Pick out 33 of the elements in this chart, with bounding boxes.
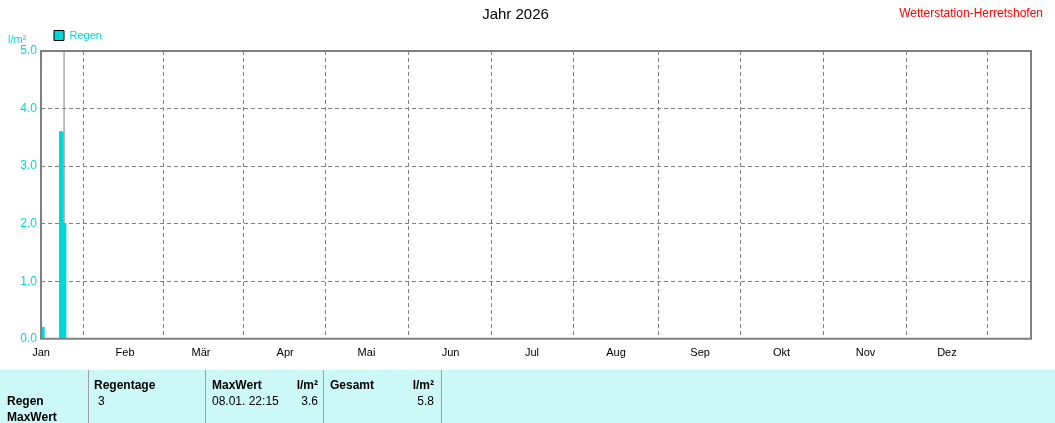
x-tick-label: Jan [32, 346, 50, 359]
x-tick-label: Feb [115, 346, 135, 359]
x-tick-label: Apr [276, 346, 294, 359]
x-tick-label: Aug [606, 346, 626, 359]
y-tick-label: 2.0 [20, 215, 38, 230]
text: 08.01. 22:15 [212, 394, 279, 408]
y-tick-label: 3.0 [20, 158, 38, 173]
text: 5.8 [417, 394, 434, 408]
x-tick-label: Mai [357, 346, 376, 359]
text: l/m² [296, 378, 318, 392]
text: l/m² [412, 378, 434, 392]
y-tick-label: 5.0 [20, 43, 38, 58]
text: Regentage [94, 378, 156, 392]
x-tick-label: Dez [937, 346, 957, 359]
x-tick-label: Jul [524, 346, 539, 359]
y-tick-label: 0.0 [20, 331, 38, 346]
x-tick-label: Jun [441, 346, 460, 359]
x-tick-label: Mär [191, 346, 211, 359]
chart-title: Jahr 2026 [482, 5, 549, 23]
text: Gesamt [330, 378, 375, 392]
text: Regen [7, 394, 44, 408]
x-tick-label: Okt [772, 346, 791, 359]
y-tick-label: 1.0 [20, 273, 38, 288]
text: Wetterstation-Herretshofen [899, 6, 1043, 20]
legend-label: Regen [69, 28, 102, 41]
text: 3.6 [301, 394, 318, 408]
text: MaxWert [212, 378, 262, 392]
text: MaxWert [7, 410, 57, 423]
x-tick-label: Sep [690, 346, 710, 359]
y-axis-title: l/m² [8, 33, 27, 46]
y-tick-label: 4.0 [20, 100, 38, 115]
text: 3 [98, 394, 105, 408]
x-tick-label: Nov [855, 346, 876, 359]
